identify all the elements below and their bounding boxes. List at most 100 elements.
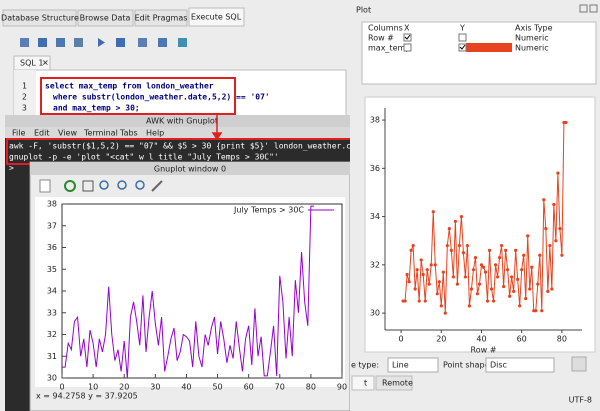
tab-label[interactable]: Edit Pragmas bbox=[135, 14, 188, 23]
tool-icon[interactable] bbox=[116, 38, 125, 47]
point bbox=[483, 270, 488, 274]
menu-item[interactable]: View bbox=[58, 129, 77, 138]
point bbox=[455, 282, 459, 286]
point bbox=[516, 277, 520, 281]
tab-label[interactable]: Execute SQL bbox=[191, 13, 242, 22]
table-header: Columns bbox=[368, 24, 403, 33]
table-cell: max_temp bbox=[368, 44, 410, 53]
select-value[interactable]: Disc bbox=[490, 361, 507, 370]
point bbox=[419, 258, 423, 262]
title-bar bbox=[30, 162, 350, 175]
tab[interactable] bbox=[77, 9, 134, 27]
x-axis-label: Row # bbox=[471, 346, 497, 355]
tab[interactable] bbox=[134, 9, 188, 27]
checkbox[interactable] bbox=[458, 33, 467, 42]
select-value[interactable]: Line bbox=[392, 361, 409, 370]
tab-label[interactable]: t bbox=[364, 379, 367, 388]
select[interactable] bbox=[387, 357, 439, 373]
tool-icon[interactable] bbox=[39, 179, 51, 193]
menu-item[interactable]: File bbox=[12, 129, 25, 138]
tool-icon[interactable] bbox=[98, 38, 105, 47]
tool-icon[interactable] bbox=[82, 180, 94, 192]
tool-icon[interactable] bbox=[138, 38, 147, 47]
y-tick-label: 34 bbox=[370, 212, 380, 221]
y-tick-label: 32 bbox=[47, 330, 57, 339]
checkbox[interactable] bbox=[403, 43, 412, 52]
menu-item[interactable]: Help bbox=[146, 129, 164, 138]
menu-item[interactable]: Tabs bbox=[119, 129, 138, 138]
point bbox=[502, 284, 506, 289]
checkbox[interactable] bbox=[403, 33, 412, 42]
tool-icon[interactable] bbox=[178, 38, 187, 47]
y-tick-label: 32 bbox=[370, 260, 380, 269]
table-header: Y bbox=[459, 24, 465, 33]
y-tick-label: 35 bbox=[47, 265, 57, 274]
menu-item[interactable]: Terminal bbox=[83, 129, 118, 138]
point bbox=[564, 120, 568, 125]
close-icon[interactable]: ✕ bbox=[42, 59, 49, 68]
table-cell: Row # bbox=[368, 34, 394, 43]
tab-active[interactable] bbox=[188, 7, 245, 27]
menu-item[interactable]: Edit bbox=[34, 129, 50, 138]
label: e type: bbox=[351, 361, 379, 370]
tab[interactable] bbox=[375, 375, 413, 391]
x-tick-label: 40 bbox=[476, 335, 486, 344]
point bbox=[548, 243, 552, 248]
tab[interactable] bbox=[351, 375, 375, 391]
point bbox=[469, 287, 474, 291]
point bbox=[522, 253, 526, 257]
tool-icon[interactable] bbox=[38, 38, 47, 47]
tool-icon[interactable] bbox=[64, 180, 76, 192]
tab-label[interactable]: Remote bbox=[382, 379, 413, 388]
gnuplot-toolbar bbox=[39, 179, 163, 193]
point bbox=[463, 275, 468, 279]
x-tick-label: 10 bbox=[88, 383, 98, 392]
point bbox=[443, 311, 447, 315]
point bbox=[546, 289, 550, 293]
tab[interactable] bbox=[2, 9, 77, 27]
point bbox=[437, 280, 441, 284]
button[interactable] bbox=[571, 356, 587, 372]
point bbox=[409, 248, 413, 252]
tool-icon[interactable] bbox=[135, 180, 145, 190]
checkbox[interactable] bbox=[458, 43, 467, 52]
point bbox=[471, 268, 476, 272]
point bbox=[538, 253, 542, 257]
tab-label[interactable]: Database Structure bbox=[1, 14, 79, 23]
tool-icon[interactable] bbox=[158, 38, 167, 47]
check bbox=[404, 34, 411, 40]
point bbox=[560, 253, 564, 257]
point bbox=[433, 263, 437, 267]
color-cell[interactable] bbox=[466, 43, 512, 52]
line-number: 3 bbox=[22, 104, 27, 113]
point bbox=[467, 304, 472, 308]
tool-icon[interactable] bbox=[151, 180, 163, 192]
sql-tab-label[interactable]: SQL 1 bbox=[20, 59, 43, 68]
point bbox=[413, 287, 417, 291]
tool-icon[interactable] bbox=[20, 38, 29, 47]
x-tick-label: 0 bbox=[59, 383, 64, 392]
point bbox=[558, 227, 562, 231]
point bbox=[405, 272, 409, 277]
point bbox=[403, 299, 407, 303]
point bbox=[526, 234, 530, 238]
prompt: > bbox=[9, 164, 14, 173]
panel-title: Plot bbox=[356, 6, 371, 15]
tool-icon[interactable] bbox=[56, 38, 65, 47]
point bbox=[524, 297, 528, 301]
point bbox=[423, 299, 427, 303]
panel-button[interactable] bbox=[579, 4, 588, 13]
tab-label[interactable]: Browse Data bbox=[80, 14, 131, 23]
point bbox=[461, 251, 465, 255]
select[interactable] bbox=[485, 357, 555, 373]
tool-icon[interactable] bbox=[99, 180, 109, 190]
point bbox=[512, 289, 516, 293]
tool-icon[interactable] bbox=[74, 38, 83, 47]
point bbox=[459, 214, 463, 219]
tool-icon[interactable] bbox=[117, 180, 127, 190]
x-tick-label: 90 bbox=[337, 383, 347, 392]
y-tick-label: 30 bbox=[47, 374, 57, 383]
panel-button[interactable] bbox=[589, 4, 598, 13]
line-number: 2 bbox=[22, 93, 27, 102]
status-bar: x = 94.2758 y = 37.9205 bbox=[36, 392, 138, 401]
